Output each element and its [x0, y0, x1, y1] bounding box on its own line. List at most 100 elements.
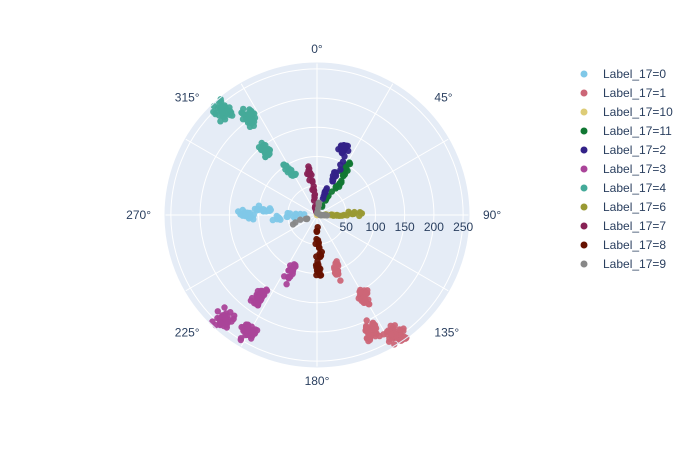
data-point — [313, 235, 320, 243]
polar-plot-area: 50 100 150 200 250 0° 45° 90° 135° 180° 225° 270° 31… — [126, 42, 501, 388]
data-point — [371, 325, 378, 333]
angular-gridline — [316, 214, 394, 347]
legend-marker — [580, 165, 588, 173]
legend-marker — [580, 241, 588, 249]
angular-tick-label: 45° — [434, 91, 452, 105]
data-point — [332, 184, 339, 191]
data-point — [333, 211, 341, 219]
data-point — [219, 109, 226, 117]
data-point — [351, 208, 358, 216]
data-point — [305, 167, 312, 174]
data-point — [245, 324, 252, 332]
data-point — [396, 326, 403, 333]
data-point — [258, 139, 265, 147]
data-point — [229, 112, 236, 119]
data-point — [238, 323, 245, 331]
data-point — [250, 216, 257, 223]
data-point — [322, 189, 329, 196]
data-point — [285, 274, 293, 281]
data-point — [331, 264, 338, 271]
data-point — [248, 294, 256, 302]
legend-marker — [580, 108, 588, 116]
data-point — [315, 200, 322, 207]
data-point — [346, 160, 354, 168]
data-point — [292, 219, 299, 226]
angular-tick-label: 0° — [311, 42, 323, 56]
series-Label_17=9 — [289, 199, 331, 228]
data-point — [313, 227, 320, 235]
data-point — [255, 294, 262, 301]
data-point — [314, 258, 321, 265]
legend-marker — [580, 184, 588, 192]
legend-item-label: Label_17=11 — [603, 124, 672, 138]
data-point — [246, 123, 254, 130]
data-point — [283, 281, 290, 288]
data-point — [362, 297, 369, 304]
legend-item-label: Label_17=3 — [603, 162, 666, 176]
data-point — [289, 268, 297, 275]
legend: Label_17=0 Label_17=1 Label_17=10 Label_17=… — [580, 67, 673, 271]
data-point — [338, 179, 345, 186]
data-point — [292, 210, 299, 217]
legend-item-label: Label_17=2 — [603, 143, 666, 157]
legend-marker — [580, 260, 588, 268]
legend-marker — [580, 222, 588, 230]
data-point — [249, 329, 256, 336]
data-point — [288, 167, 295, 174]
data-point — [239, 110, 246, 117]
angular-tick-label: 180° — [305, 374, 330, 388]
series-Label_17=1 — [331, 258, 410, 348]
data-point — [317, 252, 325, 259]
data-point — [323, 212, 331, 219]
data-point — [387, 331, 395, 338]
series-Label_17=4 — [210, 96, 299, 179]
data-point — [286, 210, 294, 217]
data-point — [338, 149, 346, 157]
angular-gridline — [316, 214, 449, 292]
series-Label_17=0 — [235, 202, 308, 224]
legend-item-label: Label_17=10 — [603, 105, 673, 119]
radial-tick-label: 150 — [395, 220, 415, 234]
data-point — [216, 319, 223, 326]
data-point — [339, 158, 347, 165]
data-point — [362, 290, 369, 297]
data-point — [224, 319, 232, 327]
legend-marker — [580, 146, 588, 154]
legend-marker — [580, 70, 588, 78]
data-point — [231, 312, 238, 319]
data-point — [337, 166, 344, 173]
angular-tick-label: 90° — [483, 208, 501, 222]
angular-tick-label: 315° — [175, 91, 200, 105]
data-point — [210, 108, 217, 116]
data-point — [244, 212, 251, 219]
series-Label_17=2 — [319, 142, 352, 202]
data-point — [292, 262, 299, 269]
angular-gridline — [316, 138, 449, 216]
data-point — [209, 318, 216, 325]
legend-marker — [580, 127, 588, 135]
data-point — [363, 317, 370, 324]
data-point — [245, 116, 252, 124]
series-Label_17=8 — [312, 224, 325, 279]
legend-item-label: Label_17=6 — [603, 200, 666, 214]
polar-boundary — [164, 62, 470, 368]
data-point — [254, 205, 261, 213]
data-point — [337, 277, 344, 284]
data-point — [257, 287, 264, 295]
angular-gridline — [185, 138, 318, 216]
radial-tick-label: 50 — [340, 220, 354, 234]
data-point — [283, 163, 290, 170]
data-point — [297, 216, 304, 223]
data-point — [356, 288, 363, 295]
data-point — [367, 332, 374, 339]
data-point — [310, 185, 317, 193]
data-point — [216, 99, 223, 106]
data-point — [380, 331, 387, 338]
data-point — [338, 212, 345, 219]
legend-item-label: Label_17=1 — [603, 86, 666, 100]
legend-item-label: Label_17=7 — [603, 219, 666, 233]
data-point — [329, 178, 337, 185]
legend-marker — [580, 203, 588, 211]
data-point — [387, 322, 394, 329]
